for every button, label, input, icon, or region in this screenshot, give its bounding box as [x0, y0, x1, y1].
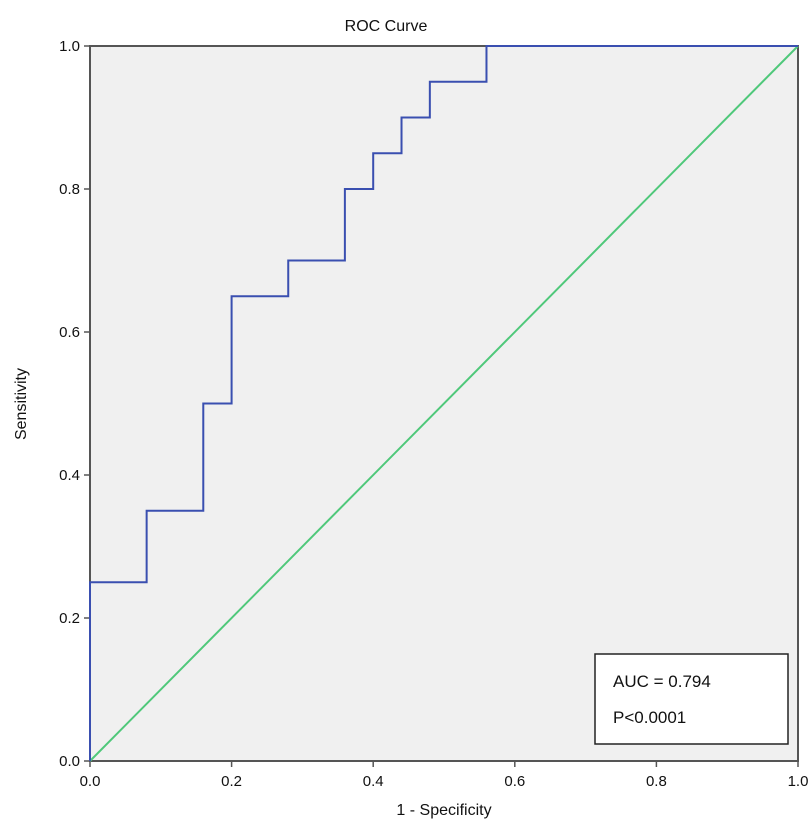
x-axis-label: 1 - Specificity: [396, 802, 491, 819]
auc-annotation-box: AUC = 0.794 P<0.0001: [594, 653, 789, 745]
x-tick-label: 0.0: [80, 773, 101, 790]
p-value-text: P<0.0001: [613, 708, 686, 727]
x-axis-ticks: 0.0 0.2 0.4 0.6 0.8 1.0: [80, 761, 809, 790]
y-axis-ticks: 0.0 0.2 0.4 0.6 0.8 1.0: [59, 38, 90, 770]
y-tick-label: 0.8: [59, 181, 80, 198]
y-axis-label: Sensitivity: [13, 368, 30, 440]
series-layer: [89, 45, 799, 762]
chart-title: ROC Curve: [345, 18, 428, 35]
y-tick-label: 0.6: [59, 324, 80, 341]
x-tick-label: 0.6: [504, 773, 525, 790]
x-tick-label: 0.4: [363, 773, 384, 790]
auc-value-text: AUC = 0.794: [613, 672, 711, 691]
y-tick-label: 0.0: [59, 753, 80, 770]
x-tick-label: 1.0: [788, 773, 809, 790]
x-tick-label: 0.8: [646, 773, 667, 790]
roc-curve-line: [89, 45, 798, 761]
auc-annotation-frame: [594, 653, 789, 745]
reference-diagonal-line: [89, 45, 799, 762]
y-tick-label: 1.0: [59, 38, 80, 55]
y-tick-label: 0.2: [59, 610, 80, 627]
x-tick-label: 0.2: [221, 773, 242, 790]
y-tick-label: 0.4: [59, 467, 80, 484]
